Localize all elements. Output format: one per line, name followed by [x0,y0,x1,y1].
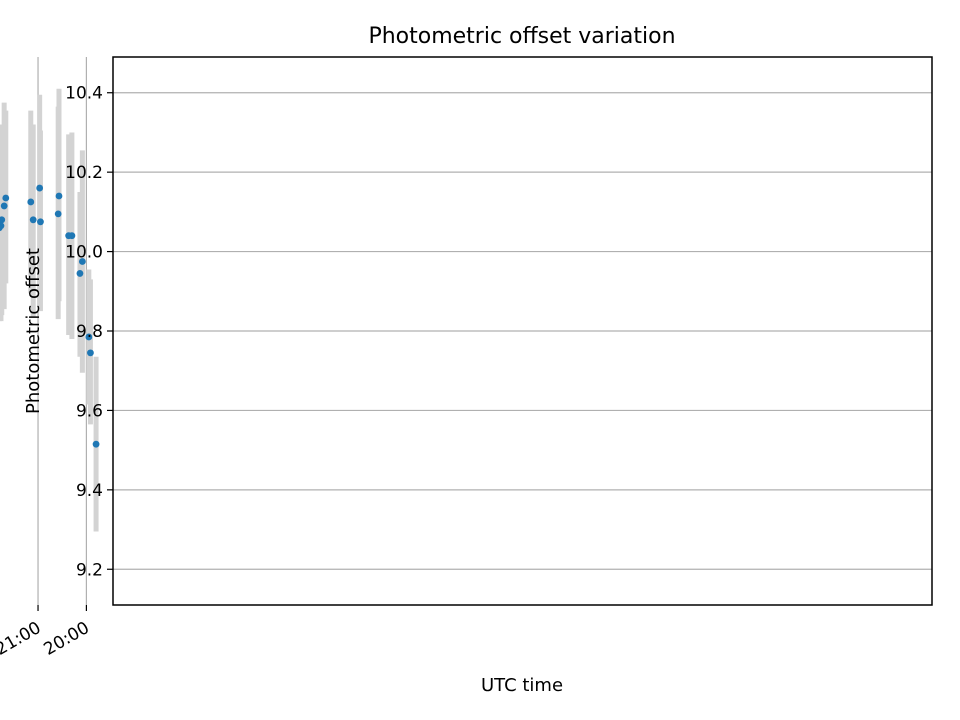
y-tick-label: 10.0 [65,243,103,263]
data-points [0,184,100,448]
data-point [37,218,44,226]
data-point [36,184,44,192]
data-point [54,210,62,218]
data-point [0,216,6,224]
chart-title: Photometric offset variation [368,24,675,49]
data-point [76,270,84,277]
data-point [29,216,37,224]
y-tick-label: 9.4 [76,481,103,501]
data-point [0,224,3,232]
data-point [85,333,93,341]
data-point [55,192,63,200]
data-point [27,198,35,206]
y-tick-label: 10.4 [65,84,103,104]
data-point [2,194,10,202]
y-tick-label: 9.8 [76,322,103,342]
data-point [92,440,100,448]
data-point [87,349,94,357]
y-tick-label: 10.2 [65,163,103,183]
x-axis-label: UTC time [481,675,563,696]
data-point [0,202,8,210]
data-point [78,258,86,265]
y-tick-label: 9.6 [76,401,103,421]
y-axis-label: Photometric offset [23,248,44,414]
data-point [65,232,73,240]
y-tick-label: 9.2 [76,560,103,580]
